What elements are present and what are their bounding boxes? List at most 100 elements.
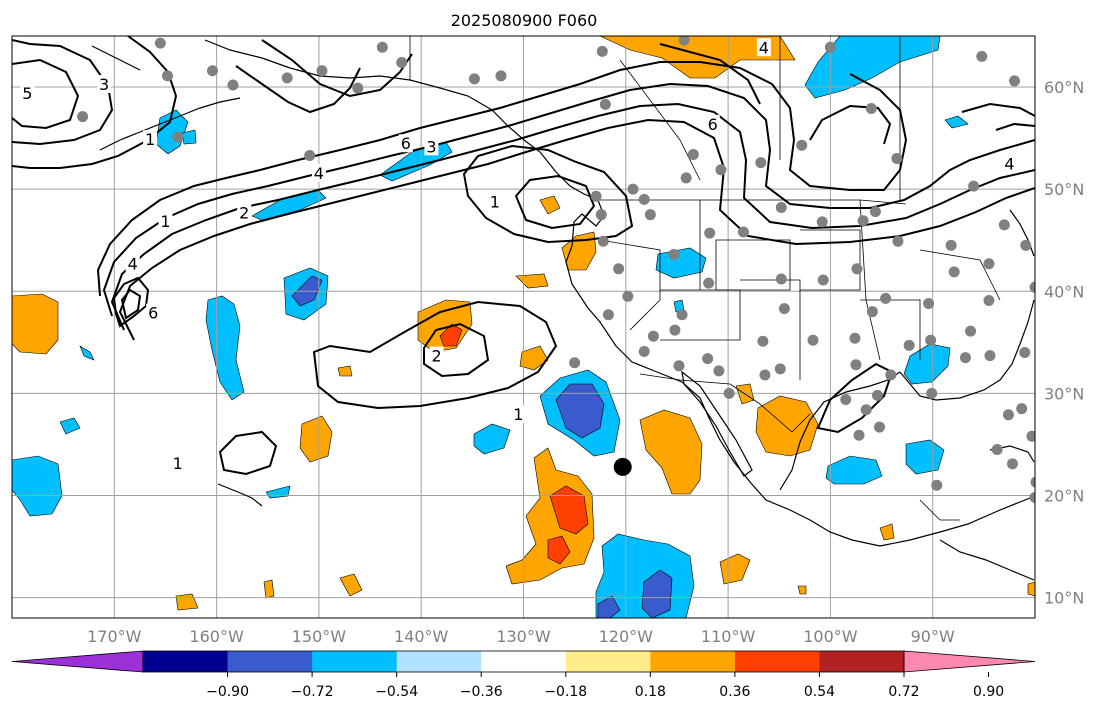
- observation-dot: [590, 190, 602, 202]
- observation-dot: [925, 334, 937, 346]
- latitude-labels: 60°N 50°N 40°N 30°N 20°N 10°N: [1044, 78, 1084, 608]
- observation-dot: [1002, 409, 1014, 421]
- contour-label: 6: [708, 115, 718, 134]
- observation-dot: [638, 193, 650, 205]
- colorbar-extend-max: [903, 650, 1036, 673]
- contour-label-background: [705, 114, 720, 133]
- contour-label: 1: [160, 212, 170, 231]
- latitude-label: 20°N: [1044, 486, 1084, 505]
- contour-label-background: [398, 134, 413, 153]
- contour-label: 5: [22, 84, 32, 103]
- observation-dot: [704, 227, 716, 239]
- observation-dot: [613, 263, 625, 275]
- colorbar-outline: [142, 650, 905, 673]
- latitude-label: 50°N: [1044, 180, 1084, 199]
- observation-dot: [983, 294, 995, 306]
- colorbar-tick-label: 0.36: [719, 684, 750, 700]
- observation-dot: [597, 235, 609, 247]
- observation-dot: [840, 393, 852, 405]
- longitude-label: 110°W: [701, 627, 756, 646]
- observation-dot: [865, 102, 877, 114]
- colorbar-segment: [565, 651, 651, 672]
- observation-dot: [713, 365, 725, 377]
- observation-dot: [998, 219, 1010, 231]
- observation-dot: [396, 57, 408, 69]
- colorbar-tick-label: −0.72: [291, 684, 334, 700]
- observation-dot: [1029, 492, 1035, 504]
- observation-dot: [599, 98, 611, 110]
- contour-label-background: [143, 130, 158, 149]
- colorbar-tick-label: −0.36: [460, 684, 503, 700]
- observation-dot: [723, 387, 735, 399]
- latitude-label: 40°N: [1044, 282, 1084, 301]
- observation-dot: [885, 369, 897, 381]
- observation-dot: [602, 309, 614, 321]
- observation-dot: [622, 290, 634, 302]
- colorbar-tick-label: 0.72: [888, 684, 919, 700]
- colorbar-tick-label: −0.54: [375, 684, 418, 700]
- contour-label-background: [237, 203, 252, 222]
- observation-dot: [817, 274, 829, 286]
- contour-label-background: [97, 75, 112, 94]
- contour-label: 3: [426, 137, 436, 156]
- colorbar-extend-min: [11, 650, 144, 673]
- observation-dot: [1044, 329, 1055, 340]
- contour-label-background: [1002, 154, 1017, 173]
- contour-label-background: [756, 38, 771, 57]
- contour-label-background: [487, 192, 502, 211]
- observation-dot: [1091, 279, 1102, 290]
- observation-dot: [891, 153, 903, 165]
- observation-dot: [1009, 75, 1021, 87]
- contour-label: 1: [490, 192, 500, 211]
- colorbar-tick-label: 0.54: [804, 684, 835, 700]
- longitude-label: 140°W: [394, 627, 449, 646]
- observation-dot: [737, 226, 749, 238]
- contour-label: 4: [759, 38, 769, 57]
- observation-dot: [866, 306, 878, 318]
- observation-dot: [775, 202, 787, 214]
- observation-dot: [596, 45, 608, 57]
- longitude-labels: 170°W 160°W 150°W 140°W 130°W 120°W 110°W 100°W…: [87, 627, 955, 646]
- colorbar-segment: [396, 651, 482, 672]
- contour-label-background: [158, 211, 173, 230]
- colorbar-segment: [734, 651, 820, 672]
- contour-label: 1: [145, 130, 155, 149]
- observation-dot: [207, 65, 219, 77]
- contour-label: 2: [239, 204, 249, 223]
- observation-dot: [850, 359, 862, 371]
- contour-label-background: [311, 163, 326, 182]
- contour-label: 4: [314, 164, 324, 183]
- longitude-label: 130°W: [496, 627, 551, 646]
- observation-dot: [495, 70, 507, 82]
- observation-dot: [702, 353, 714, 365]
- observation-dot: [352, 82, 364, 94]
- contour-label: 4: [128, 255, 138, 274]
- observation-dot: [644, 209, 656, 221]
- observation-dot: [853, 429, 865, 441]
- colorbar-tick-label: 0.18: [635, 684, 666, 700]
- observation-dot: [755, 157, 767, 169]
- observation-dot: [1020, 239, 1032, 251]
- observation-dot: [1036, 248, 1047, 259]
- observation-dot: [569, 357, 581, 369]
- observation-dot: [880, 292, 892, 304]
- observation-dot: [376, 41, 388, 53]
- latitude-label: 30°N: [1044, 384, 1084, 403]
- observation-dot: [775, 273, 787, 285]
- contour-label: 3: [99, 75, 109, 94]
- observation-dot: [869, 206, 881, 218]
- observation-dot: [926, 387, 938, 399]
- contour-label-background: [170, 453, 185, 472]
- observation-dot: [991, 444, 1003, 456]
- observation-dot: [984, 350, 996, 362]
- observation-dot: [1030, 476, 1035, 488]
- observation-dot: [227, 79, 239, 91]
- observation-dot: [1019, 347, 1031, 359]
- contour-label: 6: [148, 304, 158, 323]
- contour-label: 1: [513, 405, 523, 424]
- colorbar-tick-label: −0.90: [206, 684, 249, 700]
- colorbar-segment: [481, 651, 567, 672]
- observation-dot: [1065, 261, 1076, 272]
